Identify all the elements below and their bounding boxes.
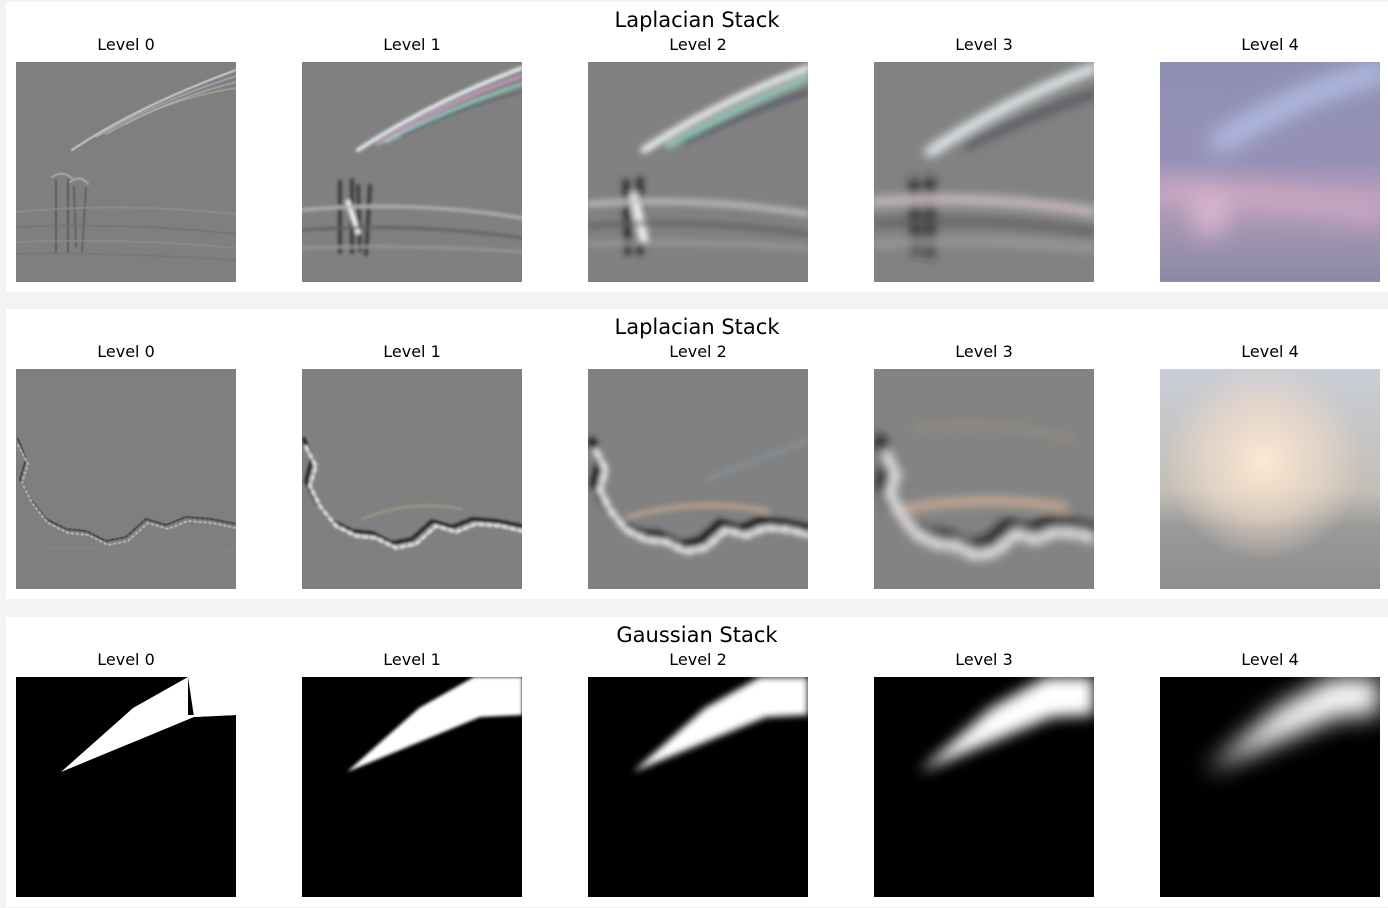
panel-level-0: Level 0 [16, 650, 236, 897]
panel-level-2: Level 2 [588, 35, 808, 282]
panel-label: Level 2 [669, 650, 727, 669]
panel-level-1: Level 1 [302, 650, 522, 897]
panel-label: Level 4 [1241, 35, 1299, 54]
panel-level-1: Level 1 [302, 342, 522, 589]
laplacian-level-1-image [302, 62, 522, 282]
panel-label: Level 2 [669, 342, 727, 361]
panel-label: Level 3 [955, 650, 1013, 669]
panel-level-3: Level 3 [874, 35, 1094, 282]
laplacian-stack-figure-1: Laplacian Stack Level 0 [6, 2, 1388, 292]
panel-level-3: Level 3 [874, 342, 1094, 589]
panel-level-1: Level 1 [302, 35, 522, 282]
panel-label: Level 4 [1241, 650, 1299, 669]
laplacian-level-2-image [588, 369, 808, 589]
gaussian-level-2-image [588, 677, 808, 897]
panel-label: Level 2 [669, 35, 727, 54]
panel-label: Level 0 [97, 650, 155, 669]
panel-label: Level 4 [1241, 342, 1299, 361]
laplacian-stack-figure-2: Laplacian Stack Level 0 Level 1 [6, 309, 1388, 599]
laplacian-level-0-image [16, 369, 236, 589]
panel-level-2: Level 2 [588, 342, 808, 589]
laplacian-level-3-image [874, 369, 1094, 589]
panel-label: Level 1 [383, 342, 441, 361]
panel-level-2: Level 2 [588, 650, 808, 897]
gaussian-stack-figure: Gaussian Stack Level 0 Level 1 Level 2 [6, 617, 1388, 907]
laplacian-level-4-image [1160, 62, 1380, 282]
figure-title: Laplacian Stack [614, 315, 780, 339]
laplacian-level-0-image [16, 62, 236, 282]
panel-level-0: Level 0 [16, 35, 236, 282]
panel-label: Level 3 [955, 35, 1013, 54]
laplacian-level-2-image [588, 62, 808, 282]
panel-label: Level 3 [955, 342, 1013, 361]
laplacian-level-4-image [1160, 369, 1380, 589]
gaussian-level-4-image [1160, 677, 1380, 897]
panel-level-4: Level 4 [1160, 650, 1380, 897]
panel-level-3: Level 3 [874, 650, 1094, 897]
gaussian-level-3-image [874, 677, 1094, 897]
panel-label: Level 0 [97, 35, 155, 54]
gaussian-level-1-image [302, 677, 522, 897]
panel-label: Level 0 [97, 342, 155, 361]
figure-title: Gaussian Stack [616, 623, 778, 647]
panel-level-0: Level 0 [16, 342, 236, 589]
gaussian-level-0-image [16, 677, 236, 897]
laplacian-level-1-image [302, 369, 522, 589]
figure-title: Laplacian Stack [614, 8, 780, 32]
panel-label: Level 1 [383, 35, 441, 54]
panel-level-4: Level 4 [1160, 35, 1380, 282]
panel-level-4: Level 4 [1160, 342, 1380, 589]
panel-label: Level 1 [383, 650, 441, 669]
laplacian-level-3-image [874, 62, 1094, 282]
